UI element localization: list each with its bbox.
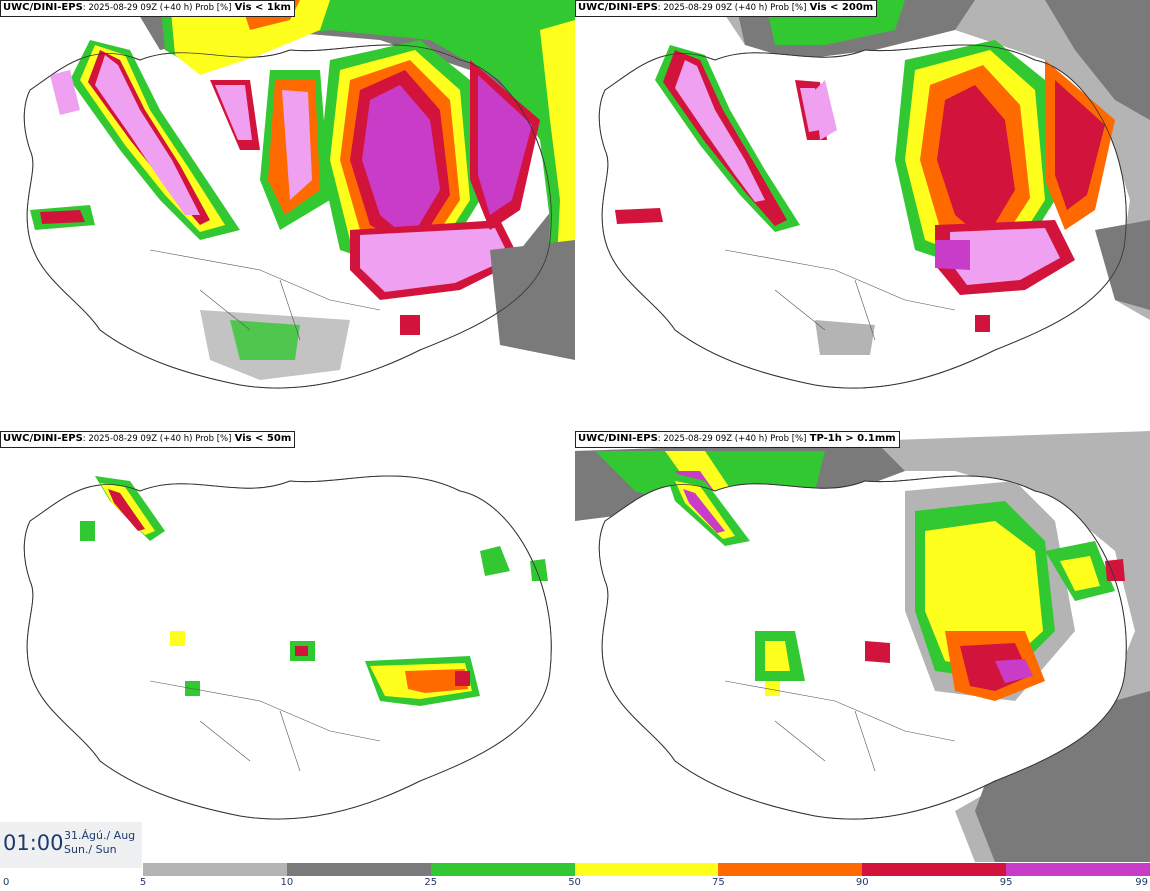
iceland-map-vis-50m [23, 475, 552, 820]
run-info: : 2025-08-29 09Z (+40 h) Prob [%] [82, 434, 232, 444]
variable-name: Vis < 1km [234, 2, 291, 13]
colorbar-tick-label: 50 [568, 877, 581, 888]
probability-colorbar [143, 863, 1150, 876]
panel-title: UWC/DINI-EPS: 2025-08-29 09Z (+40 h) Pro… [575, 0, 878, 17]
colorbar-segment [1006, 863, 1150, 876]
variable-name: Vis < 50m [234, 433, 292, 444]
map-panel-vis-200m: UWC/DINI-EPS: 2025-08-29 09Z (+40 h) Pro… [575, 0, 1150, 431]
run-info: : 2025-08-29 09Z (+40 h) Prob [%] [657, 3, 807, 13]
model-name: UWC/DINI-EPS [3, 433, 83, 444]
colorbar-labels: 0 5 10 25 50 75 90 95 99 [0, 876, 1150, 891]
colorbar-tick-label: 25 [424, 877, 438, 888]
colorbar-tick-label: 95 [999, 877, 1013, 888]
iceland-map-vis-200m [598, 0, 1150, 389]
panel-title: UWC/DINI-EPS: 2025-08-29 09Z (+40 h) Pro… [0, 0, 295, 17]
run-info: : 2025-08-29 09Z (+40 h) Prob [%] [657, 434, 807, 444]
map-panel-tp-1h: UWC/DINI-EPS: 2025-08-29 09Z (+40 h) Pro… [575, 431, 1150, 862]
model-name: UWC/DINI-EPS [578, 2, 658, 13]
colorbar-tick-label: 0 [3, 877, 10, 888]
valid-date-line: 31.Ágú./ Aug [64, 829, 136, 842]
colorbar-segment [286, 863, 431, 876]
valid-time: 01:00 [3, 831, 64, 855]
valid-date: 31.Ágú./ Aug Sun./ Sun [64, 829, 135, 857]
colorbar-tick-label: 5 [139, 877, 147, 888]
colorbar-tick-label: 90 [855, 877, 869, 888]
fjord-probability-v2 [615, 40, 1115, 295]
map-panel-vis-50m: UWC/DINI-EPS: 2025-08-29 09Z (+40 h) Pro… [0, 431, 575, 862]
colorbar-segment [143, 863, 287, 876]
iceland-map-tp-1h [575, 431, 1150, 862]
colorbar-segment [430, 863, 575, 876]
model-name: UWC/DINI-EPS [578, 433, 658, 444]
run-info: : 2025-08-29 09Z (+40 h) Prob [%] [82, 3, 232, 13]
valid-day-line: Sun./ Sun [64, 843, 117, 856]
variable-name: TP-1h > 0.1mm [809, 433, 896, 444]
variable-name: Vis < 200m [809, 2, 874, 13]
colorbar-segment [862, 863, 1007, 876]
fjord-probability-v1 [30, 40, 540, 300]
fjord-probability-v3 [80, 476, 548, 706]
colorbar-tick-label: 99 [1135, 877, 1148, 888]
panel-title: UWC/DINI-EPS: 2025-08-29 09Z (+40 h) Pro… [575, 431, 900, 448]
fjord-probability-v4 [665, 471, 1125, 701]
colorbar-segment [574, 863, 719, 876]
iceland-map-vis-1km [23, 0, 575, 389]
colorbar-segment [718, 863, 863, 876]
colorbar-tick-label: 10 [280, 877, 294, 888]
model-name: UWC/DINI-EPS [3, 2, 83, 13]
valid-time-box: 01:00 31.Ágú./ Aug Sun./ Sun [0, 822, 142, 868]
colorbar-tick-label: 75 [712, 877, 725, 888]
map-panel-vis-1km: UWC/DINI-EPS: 2025-08-29 09Z (+40 h) Pro… [0, 0, 575, 431]
panel-title: UWC/DINI-EPS: 2025-08-29 09Z (+40 h) Pro… [0, 431, 296, 448]
